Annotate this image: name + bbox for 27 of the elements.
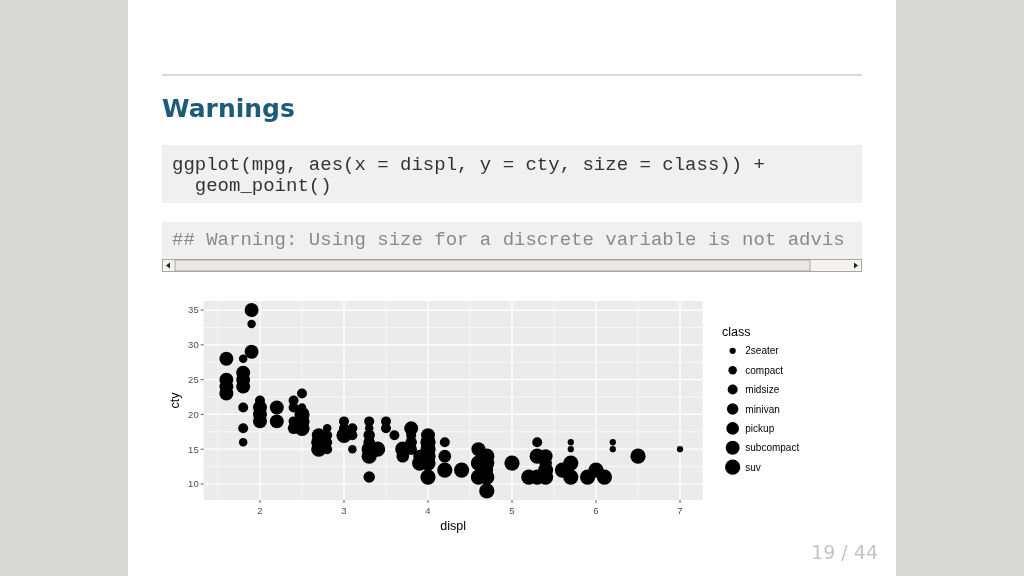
y-tick-label: 30	[188, 339, 199, 351]
y-tick-label: 25	[188, 373, 199, 385]
y-tick-label: 10	[188, 478, 199, 490]
text: ## Warning: Using size for a discrete variable is not advis	[172, 229, 845, 251]
x-tick-label: 7	[677, 505, 683, 516]
y-tick-label: 20	[188, 408, 199, 420]
text: 19 / 44	[811, 541, 878, 563]
x-tick-label: 6	[593, 505, 599, 516]
x-tick-label: 2	[257, 505, 263, 516]
y-tick-label: 15	[188, 443, 199, 455]
text: geom_point()	[172, 175, 332, 197]
legend-title: class	[722, 325, 751, 340]
y-axis-title: cty	[168, 391, 182, 409]
text: ggplot(mpg, aes(x = displ, y = cty, size = class)) +	[172, 154, 765, 176]
x-tick-label: 5	[509, 505, 515, 516]
legend-label: compact	[745, 364, 784, 376]
legend-label: midsize	[745, 384, 780, 396]
legend-label: 2seater	[745, 345, 780, 357]
legend-label: suv	[745, 461, 761, 473]
x-axis-title: displ	[440, 519, 467, 533]
legend-label: minivan	[745, 403, 780, 415]
y-tick-label: 35	[188, 304, 199, 316]
chart-title: Warnings	[162, 94, 295, 123]
x-tick-label: 4	[425, 505, 431, 516]
x-tick-label: 3	[341, 505, 347, 516]
legend-label: pickup	[745, 422, 775, 434]
legend-label: subcompact	[745, 442, 800, 454]
